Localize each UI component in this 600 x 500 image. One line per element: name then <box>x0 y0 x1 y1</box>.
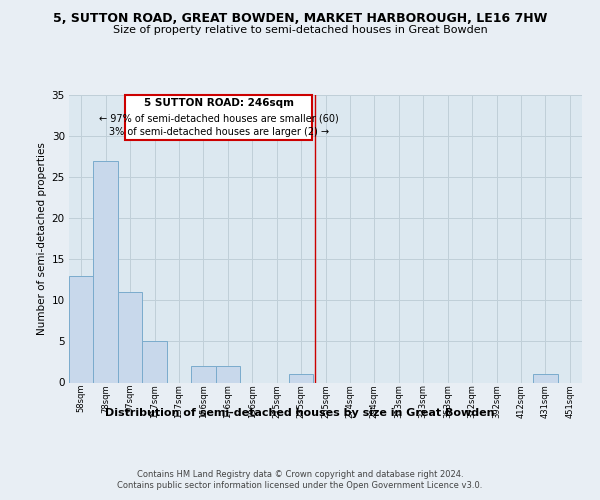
Bar <box>533 374 557 382</box>
Bar <box>215 366 240 382</box>
Text: 5, SUTTON ROAD, GREAT BOWDEN, MARKET HARBOROUGH, LE16 7HW: 5, SUTTON ROAD, GREAT BOWDEN, MARKET HAR… <box>53 12 547 26</box>
Text: Size of property relative to semi-detached houses in Great Bowden: Size of property relative to semi-detach… <box>113 25 487 35</box>
Bar <box>289 374 313 382</box>
Bar <box>94 160 118 382</box>
Text: Contains HM Land Registry data © Crown copyright and database right 2024.: Contains HM Land Registry data © Crown c… <box>137 470 463 479</box>
Text: Contains public sector information licensed under the Open Government Licence v3: Contains public sector information licen… <box>118 481 482 490</box>
Text: Distribution of semi-detached houses by size in Great Bowden: Distribution of semi-detached houses by … <box>105 408 495 418</box>
Text: ← 97% of semi-detached houses are smaller (60): ← 97% of semi-detached houses are smalle… <box>99 114 338 124</box>
FancyBboxPatch shape <box>125 95 312 140</box>
Text: 5 SUTTON ROAD: 246sqm: 5 SUTTON ROAD: 246sqm <box>143 98 293 108</box>
Text: 3% of semi-detached houses are larger (2) →: 3% of semi-detached houses are larger (2… <box>109 127 329 137</box>
Bar <box>69 276 94 382</box>
Y-axis label: Number of semi-detached properties: Number of semi-detached properties <box>37 142 47 335</box>
Bar <box>191 366 215 382</box>
Bar <box>118 292 142 382</box>
Bar <box>142 342 167 382</box>
